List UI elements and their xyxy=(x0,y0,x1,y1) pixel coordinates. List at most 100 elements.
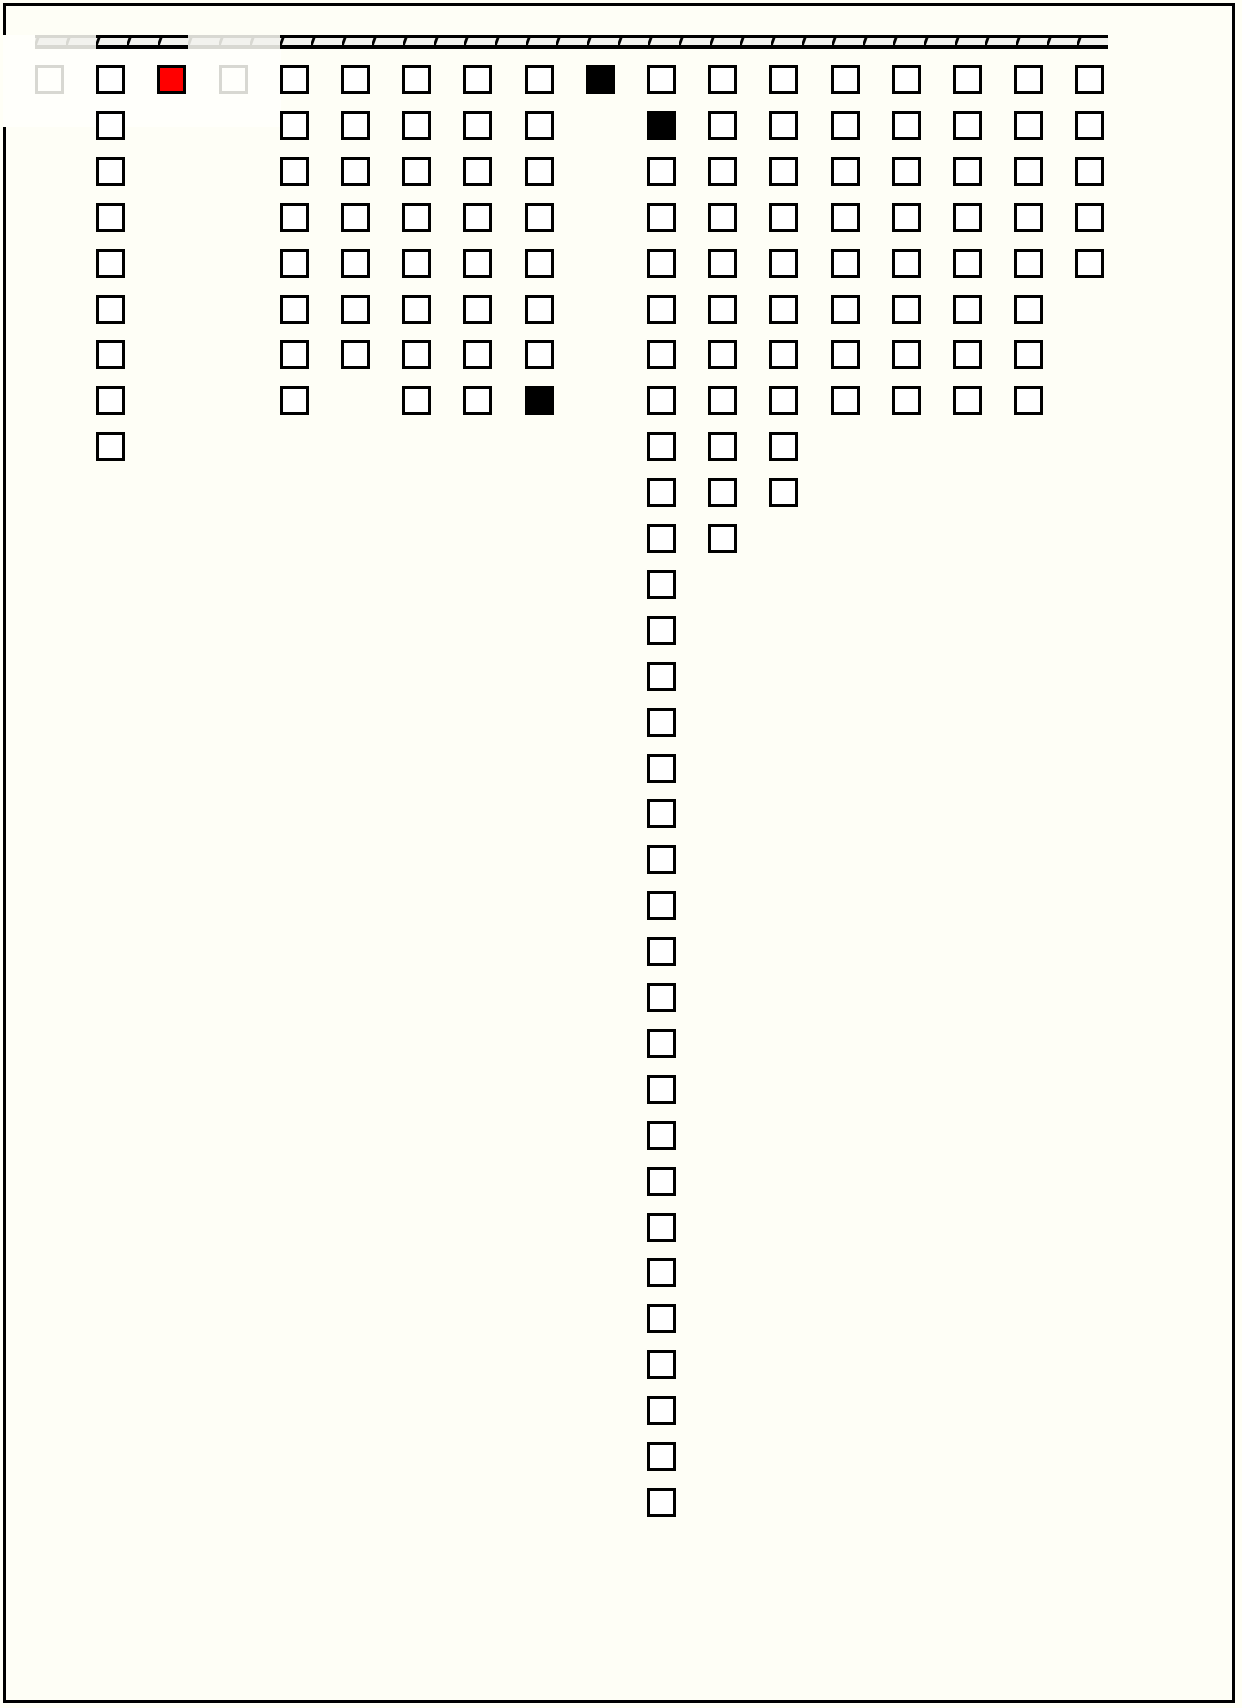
cell-red[interactable] xyxy=(157,65,187,94)
cell[interactable] xyxy=(647,202,676,232)
cell[interactable] xyxy=(524,340,554,370)
cell[interactable] xyxy=(891,156,921,186)
cell[interactable] xyxy=(891,110,921,140)
cell[interactable] xyxy=(647,753,676,783)
cell[interactable] xyxy=(647,386,676,416)
cell[interactable] xyxy=(647,983,676,1012)
cell[interactable] xyxy=(402,202,432,232)
cell[interactable] xyxy=(524,202,554,232)
cell[interactable] xyxy=(891,294,921,324)
cell[interactable] xyxy=(647,524,676,553)
cell-dimmed[interactable] xyxy=(35,65,64,94)
cell[interactable] xyxy=(402,110,432,140)
cell-black[interactable] xyxy=(585,65,615,94)
cell[interactable] xyxy=(708,340,738,370)
cell[interactable] xyxy=(341,156,370,186)
cell[interactable] xyxy=(279,110,309,140)
cell[interactable] xyxy=(647,1166,676,1196)
cell[interactable] xyxy=(96,65,126,94)
cell[interactable] xyxy=(647,615,676,645)
cell-dimmed[interactable] xyxy=(218,65,248,94)
cell-black[interactable] xyxy=(647,110,676,140)
cell[interactable] xyxy=(708,248,738,278)
cell[interactable] xyxy=(830,156,860,186)
cell[interactable] xyxy=(463,65,493,94)
cell[interactable] xyxy=(647,1442,676,1471)
cell[interactable] xyxy=(96,248,126,278)
cell[interactable] xyxy=(402,294,432,324)
cell[interactable] xyxy=(402,65,432,94)
cell[interactable] xyxy=(769,248,799,278)
cell[interactable] xyxy=(463,110,493,140)
cell[interactable] xyxy=(279,294,309,324)
cell[interactable] xyxy=(1014,156,1044,186)
cell[interactable] xyxy=(279,248,309,278)
cell[interactable] xyxy=(953,156,982,186)
cell[interactable] xyxy=(647,1258,676,1288)
cell[interactable] xyxy=(341,294,370,324)
cell[interactable] xyxy=(96,432,126,462)
cell[interactable] xyxy=(769,202,799,232)
cell[interactable] xyxy=(341,340,370,370)
cell[interactable] xyxy=(891,386,921,416)
cell[interactable] xyxy=(463,386,493,416)
cell[interactable] xyxy=(1014,202,1044,232)
cell[interactable] xyxy=(463,202,493,232)
cell[interactable] xyxy=(1075,65,1105,94)
cell[interactable] xyxy=(463,156,493,186)
cell[interactable] xyxy=(769,386,799,416)
cell[interactable] xyxy=(279,386,309,416)
cell[interactable] xyxy=(279,65,309,94)
cell[interactable] xyxy=(524,248,554,278)
cell[interactable] xyxy=(647,65,676,94)
cell[interactable] xyxy=(953,386,982,416)
cell[interactable] xyxy=(830,202,860,232)
cell[interactable] xyxy=(279,340,309,370)
cell[interactable] xyxy=(279,156,309,186)
cell[interactable] xyxy=(647,478,676,508)
cell[interactable] xyxy=(1075,248,1105,278)
cell[interactable] xyxy=(708,432,738,462)
cell[interactable] xyxy=(830,65,860,94)
cell[interactable] xyxy=(341,65,370,94)
cell[interactable] xyxy=(1014,340,1044,370)
cell[interactable] xyxy=(647,799,676,829)
cell[interactable] xyxy=(1075,202,1105,232)
cell[interactable] xyxy=(953,340,982,370)
cell[interactable] xyxy=(830,110,860,140)
cell[interactable] xyxy=(708,202,738,232)
cell[interactable] xyxy=(1014,294,1044,324)
cell[interactable] xyxy=(708,524,738,553)
cell[interactable] xyxy=(647,248,676,278)
cell[interactable] xyxy=(96,340,126,370)
cell[interactable] xyxy=(953,110,982,140)
cell[interactable] xyxy=(647,340,676,370)
cell[interactable] xyxy=(1014,248,1044,278)
cell[interactable] xyxy=(402,386,432,416)
cell[interactable] xyxy=(953,202,982,232)
cell[interactable] xyxy=(769,478,799,508)
cell[interactable] xyxy=(96,386,126,416)
cell[interactable] xyxy=(524,110,554,140)
cell[interactable] xyxy=(279,202,309,232)
cell[interactable] xyxy=(647,432,676,462)
cell[interactable] xyxy=(708,478,738,508)
cell[interactable] xyxy=(647,1396,676,1426)
cell[interactable] xyxy=(647,1074,676,1104)
cell[interactable] xyxy=(953,248,982,278)
cell[interactable] xyxy=(463,248,493,278)
cell[interactable] xyxy=(402,156,432,186)
cell[interactable] xyxy=(891,340,921,370)
cell[interactable] xyxy=(769,432,799,462)
cell[interactable] xyxy=(647,1028,676,1058)
cell[interactable] xyxy=(1014,110,1044,140)
cell[interactable] xyxy=(891,202,921,232)
cell[interactable] xyxy=(1014,65,1044,94)
cell[interactable] xyxy=(341,110,370,140)
cell[interactable] xyxy=(953,65,982,94)
cell[interactable] xyxy=(891,248,921,278)
cell[interactable] xyxy=(708,386,738,416)
cell[interactable] xyxy=(953,294,982,324)
cell[interactable] xyxy=(708,65,738,94)
cell[interactable] xyxy=(891,65,921,94)
